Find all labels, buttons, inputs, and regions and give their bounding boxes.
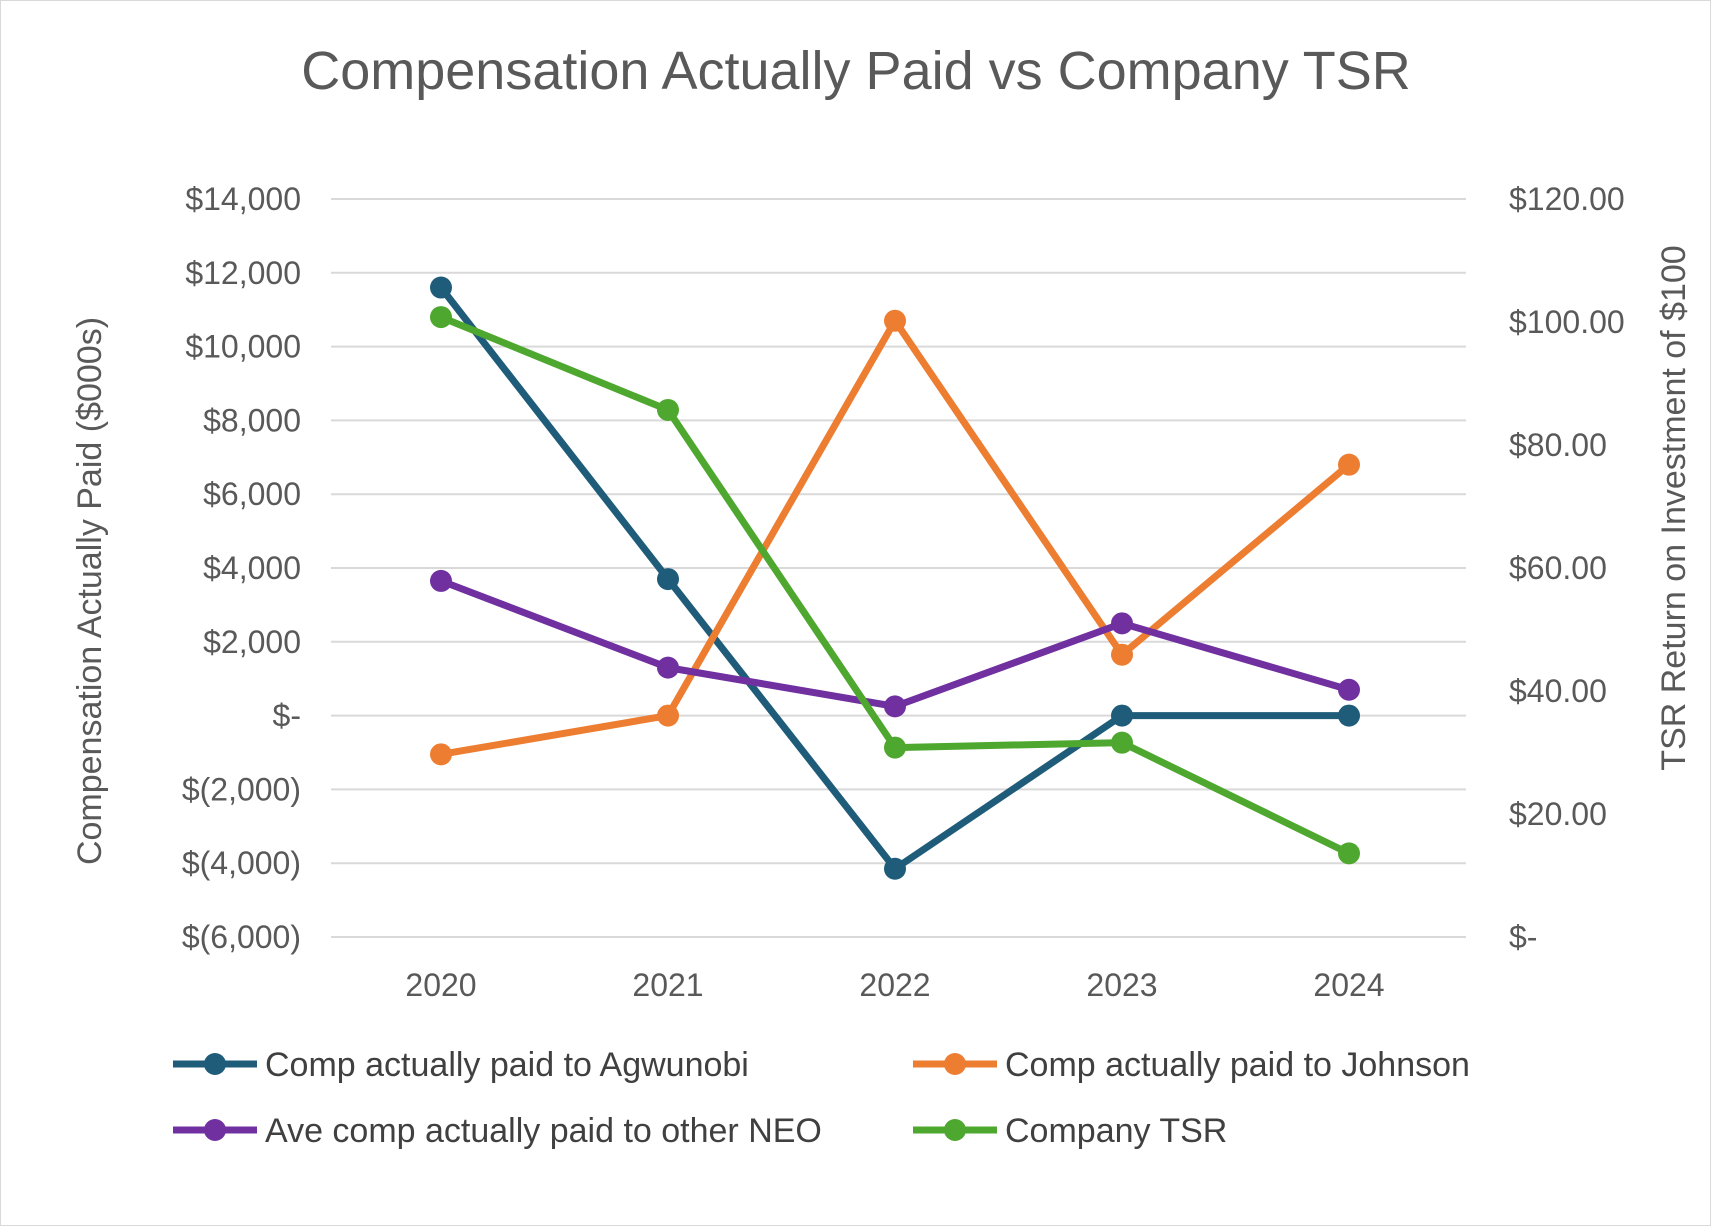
legend-marker <box>204 1119 226 1141</box>
data-point <box>884 736 906 759</box>
chart-title: Compensation Actually Paid vs Company TS… <box>301 41 1411 101</box>
series-company-tsr <box>430 306 1360 865</box>
left-tick-label: $14,000 <box>185 181 301 217</box>
x-tick-label: 2023 <box>1086 967 1157 1003</box>
legend-item: Ave comp actually paid to other NEO <box>173 1112 822 1150</box>
x-axis-ticks: 2020 2021 2022 2023 2024 <box>405 967 1384 1003</box>
left-axis-ticks: $(6,000) $(4,000) $(2,000) $- $2,000 $4,000 $6… <box>182 181 301 955</box>
data-point <box>430 743 452 766</box>
right-tick-label: $100.00 <box>1509 304 1625 340</box>
right-tick-label: $60.00 <box>1509 550 1607 586</box>
left-tick-label: $4,000 <box>203 550 301 586</box>
x-tick-label: 2022 <box>859 967 930 1003</box>
series-line <box>439 313 1351 857</box>
right-tick-label: $80.00 <box>1509 427 1607 463</box>
data-point <box>657 398 679 421</box>
left-tick-label: $8,000 <box>203 402 301 438</box>
left-tick-label: $- <box>273 698 301 734</box>
left-tick-label: $12,000 <box>185 255 301 291</box>
data-point <box>1111 731 1133 754</box>
x-tick-label: 2021 <box>632 967 703 1003</box>
series-comp-actually-paid-to-agwunobi <box>430 276 1360 880</box>
series-comp-actually-paid-to-johnson <box>430 309 1360 766</box>
series-layer <box>430 276 1360 880</box>
data-point <box>1111 643 1133 666</box>
data-point <box>657 656 679 679</box>
left-tick-label: $(4,000) <box>182 845 301 881</box>
right-tick-label: $40.00 <box>1509 673 1607 709</box>
data-point <box>430 306 452 329</box>
legend-item: Company TSR <box>913 1112 1227 1150</box>
legend-marker <box>204 1053 226 1075</box>
right-tick-label: $20.00 <box>1509 796 1607 832</box>
data-point <box>1111 612 1133 635</box>
legend-label: Ave comp actually paid to other NEO <box>265 1112 822 1150</box>
legend-label: Comp actually paid to Johnson <box>1005 1046 1470 1084</box>
series-line <box>439 577 1350 710</box>
data-point <box>884 309 906 332</box>
left-tick-label: $(6,000) <box>182 919 301 955</box>
x-tick-label: 2024 <box>1313 967 1384 1003</box>
data-point <box>430 276 452 299</box>
gridlines <box>331 198 1466 938</box>
legend-item: Comp actually paid to Agwunobi <box>173 1046 749 1084</box>
legend-item: Comp actually paid to Johnson <box>913 1046 1470 1084</box>
left-tick-label: $6,000 <box>203 476 301 512</box>
series-ave-comp-actually-paid-to-other-neo <box>430 569 1360 718</box>
data-point <box>1338 842 1360 865</box>
legend: Comp actually paid to Agwunobi Comp actua… <box>173 1046 1470 1150</box>
data-point <box>884 857 906 880</box>
data-point <box>1338 453 1360 476</box>
legend-marker <box>944 1053 966 1075</box>
data-point <box>657 704 679 727</box>
data-point <box>430 569 452 592</box>
data-point <box>657 568 679 591</box>
right-axis-title: TSR Return on Investment of $100 <box>1655 245 1693 770</box>
left-tick-label: $2,000 <box>203 624 301 660</box>
legend-label: Company TSR <box>1005 1112 1227 1150</box>
left-tick-label: $(2,000) <box>182 771 301 807</box>
left-axis-title: Compensation Actually Paid ($000s) <box>71 317 109 865</box>
left-tick-label: $10,000 <box>185 329 301 365</box>
x-tick-label: 2020 <box>405 967 476 1003</box>
data-point <box>1338 704 1360 727</box>
series-line <box>440 317 1352 758</box>
right-tick-label: $120.00 <box>1509 181 1625 217</box>
data-point <box>884 695 906 718</box>
data-point <box>1111 704 1133 727</box>
legend-label: Comp actually paid to Agwunobi <box>265 1046 749 1084</box>
right-tick-label: $- <box>1509 919 1537 955</box>
right-axis-ticks: $- $20.00 $40.00 $60.00 $80.00 $100.00 $120.00 <box>1509 181 1625 955</box>
legend-marker <box>944 1119 966 1141</box>
data-point <box>1338 678 1360 701</box>
